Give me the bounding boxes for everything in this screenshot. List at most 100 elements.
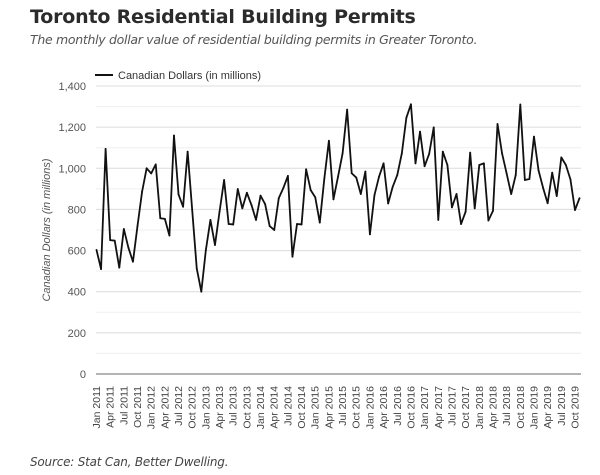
data-point [195,267,198,270]
x-tick-label: Oct 2016 [405,386,417,429]
data-point [118,266,121,269]
data-point [519,103,522,106]
data-point [282,187,285,189]
data-point [328,139,330,142]
y-tick-label: 1,400 [58,81,86,93]
data-point [255,219,257,221]
data-point [505,172,508,175]
data-point [296,223,298,225]
data-point [501,152,503,155]
x-tick-label: Jul 2018 [501,386,513,426]
data-point [460,223,462,225]
data-point [451,206,453,209]
data-point [341,152,344,155]
data-point [528,178,531,180]
data-point [245,191,248,194]
data-point [132,260,134,263]
x-tick-label: Oct 2017 [460,386,472,429]
x-tick-label: Apr 2018 [487,386,499,429]
y-tick-label: 1,000 [58,163,86,175]
data-point [510,193,513,195]
y-tick-label: 600 [68,246,86,258]
x-tick-label: Oct 2012 [187,386,199,429]
x-tick-label: Jul 2014 [282,386,294,426]
x-tick-label: Jul 2011 [118,386,130,425]
data-point [428,152,431,155]
x-tick-label: Oct 2019 [569,386,581,429]
y-axis-ticks: 0 200 400 600 800 1,000 1,200 1,400 [58,81,86,381]
data-point [555,195,558,197]
x-tick-label: Jan 2014 [255,386,267,429]
data-point [419,130,421,133]
x-tick-label: Jan 2013 [200,386,212,429]
data-point [168,234,171,237]
gridlines [96,85,581,354]
y-tick-label: 1,200 [58,122,86,134]
x-tick-label: Oct 2018 [515,386,527,429]
legend: Canadian Dollars (in millions) [95,70,261,82]
data-point [291,255,294,258]
data-point [414,162,417,165]
data-point [560,156,563,159]
x-tick-label: Jan 2012 [146,386,158,429]
data-point [496,123,499,125]
source-note: Source: Stat Can, Better Dwelling. [30,455,229,469]
x-tick-label: Jan 2011 [91,386,103,429]
data-point [104,148,107,150]
data-point [318,221,321,224]
data-point [542,186,544,189]
data-point [109,239,112,241]
data-point [432,126,435,129]
data-point [523,179,526,181]
data-point [446,164,449,166]
data-point [537,169,540,172]
x-tick-label: Apr 2012 [159,386,171,429]
data-point [286,175,289,177]
data-point [569,178,572,181]
data-point [259,194,262,197]
chart-title: Toronto Residential Building Permits [30,6,416,28]
data-point [482,162,485,165]
data-point [441,150,444,153]
data-point [209,219,212,221]
data-point [95,249,98,251]
data-point [277,197,280,200]
data-point [136,224,139,227]
data-point [378,175,380,178]
data-point [145,167,148,170]
data-point [350,172,353,175]
x-tick-label: Apr 2016 [378,386,390,429]
x-tick-label: Oct 2011 [132,386,144,428]
data-point [359,193,362,195]
data-point [551,171,554,174]
x-axis-ticks: Jan 2011 Apr 2011 Jul 2011 Oct 2011 Jan 2012… [91,386,581,429]
data-point [309,189,312,191]
x-tick-label: Apr 2017 [433,386,445,429]
data-point [227,223,230,225]
data-point [410,103,412,106]
data-point [574,209,576,211]
chart-subtitle: The monthly dollar value of residential … [30,32,478,47]
data-point [186,150,189,153]
series-group [95,103,581,293]
data-point [200,290,203,293]
data-point [391,185,394,188]
x-tick-label: Apr 2015 [323,386,335,429]
data-point [469,151,472,154]
data-point [346,108,349,111]
x-tick-label: Jul 2016 [392,386,404,426]
x-tick-label: Jul 2013 [228,386,240,426]
x-tick-label: Jul 2012 [173,386,185,426]
x-tick-label: Jan 2018 [474,386,486,429]
x-tick-label: Jul 2019 [556,386,568,426]
data-point [250,204,253,206]
data-point [382,162,385,165]
x-tick-label: Jan 2015 [310,386,322,429]
data-point [355,176,358,179]
legend-label: Canadian Dollars (in millions) [118,70,261,82]
data-point [323,177,326,180]
data-point [478,164,481,166]
data-point [214,244,216,246]
data-point [150,172,153,175]
